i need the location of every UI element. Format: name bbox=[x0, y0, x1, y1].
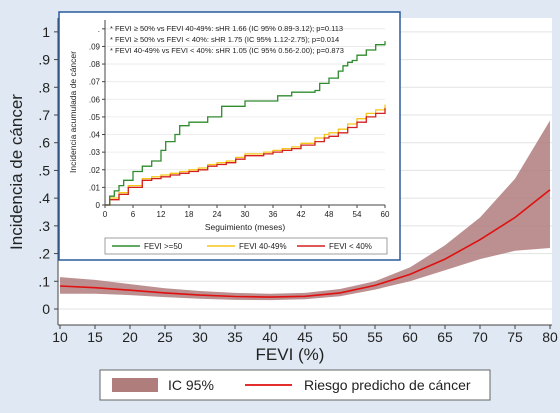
inset-series-line-fevi-50 bbox=[105, 41, 386, 206]
inset-y-axis-label: Incidencia acumulada de cáncer bbox=[68, 51, 78, 173]
inset-y-tick-label: .09 bbox=[89, 42, 101, 51]
inset-x-tick-label: 30 bbox=[241, 210, 250, 219]
main-x-tick-label: 60 bbox=[402, 329, 418, 345]
main-y-tick-label: .8 bbox=[38, 79, 50, 95]
inset-y-tick-label: .03 bbox=[89, 148, 101, 157]
inset-y-tick-label: .06 bbox=[89, 95, 101, 104]
main-x-tick-label: 10 bbox=[52, 329, 68, 345]
main-y-tick-label: .1 bbox=[38, 273, 50, 289]
main-x-tick-label: 25 bbox=[157, 329, 173, 345]
main-x-tick-label: 55 bbox=[367, 329, 383, 345]
inset-legend-label-fevi-40: FEVI < 40% bbox=[329, 242, 372, 251]
main-y-tick-label: .7 bbox=[38, 107, 50, 123]
main-legend-box bbox=[99, 369, 491, 401]
main-x-tick-label: 80 bbox=[542, 329, 558, 345]
main-x-tick-label: 70 bbox=[472, 329, 488, 345]
inset-x-axis-label: Seguimiento (meses) bbox=[205, 222, 285, 232]
main-y-tick-label: .4 bbox=[38, 190, 50, 206]
main-y-tick-label: .5 bbox=[38, 162, 50, 178]
inset-y-tick-label: .02 bbox=[89, 166, 101, 175]
inset-annotations: * FEVI ≥ 50% vs FEVI 40-49%: sHR 1.66 (I… bbox=[110, 24, 344, 55]
inset-x-tick-label: 54 bbox=[353, 210, 362, 219]
legend-label-ci-band: IC 95% bbox=[168, 377, 214, 393]
inset-y-tick-label: .01 bbox=[89, 183, 101, 192]
inset-x-tick-label: 36 bbox=[269, 210, 278, 219]
inset-legend-box bbox=[104, 237, 388, 255]
main-y-tick-label: 1 bbox=[42, 24, 50, 40]
main-x-tick-label: 45 bbox=[297, 329, 313, 345]
main-y-tick-label: .9 bbox=[38, 52, 50, 68]
legend-swatch-ci-band bbox=[112, 378, 158, 392]
inset-legend-label-fevi-40-49: FEVI 40-49% bbox=[239, 242, 287, 251]
main-x-tick-label: 30 bbox=[192, 329, 208, 345]
inset-x-tick-label: 18 bbox=[185, 210, 194, 219]
main-x-tick-label: 50 bbox=[332, 329, 348, 345]
main-x-axis-label: FEVI (%) bbox=[256, 345, 325, 364]
main-y-tick-label: .6 bbox=[38, 135, 50, 151]
inset-chart: 0.01.02.03.04.05.06.07.08.09.0 6 12 18 24 30 3… bbox=[58, 11, 401, 261]
main-x-tick-label: 65 bbox=[437, 329, 453, 345]
main-y-axis-label: Incidencia de cáncer bbox=[7, 94, 26, 250]
inset-x-tick-label: 6 bbox=[131, 210, 136, 219]
main-y-tick-label: 0 bbox=[42, 301, 50, 317]
inset-grid bbox=[105, 28, 385, 206]
main-y-tick-label: .3 bbox=[38, 218, 50, 234]
inset-legend: FEVI >=50 FEVI 40-49% FEVI < 40% bbox=[104, 237, 388, 255]
inset-x-tick-label: 12 bbox=[157, 210, 166, 219]
main-x-tick-label: 15 bbox=[87, 329, 103, 345]
inset-annotation: * FEVI ≥ 50% vs FEVI 40-49%: sHR 1.66 (I… bbox=[110, 24, 343, 33]
inset-x-tick-label: 48 bbox=[325, 210, 334, 219]
inset-y-tick-label: .05 bbox=[89, 113, 101, 122]
inset-legend-label-fevi-50: FEVI >=50 bbox=[144, 242, 183, 251]
main-x-tick-label: 35 bbox=[227, 329, 243, 345]
inset-frame bbox=[58, 11, 401, 261]
inset-x-tick-label: 60 bbox=[381, 210, 390, 219]
main-x-tick-label: 20 bbox=[122, 329, 138, 345]
inset-y-tick-label: .08 bbox=[89, 60, 101, 69]
inset-axes: 0.01.02.03.04.05.06.07.08.09.0 6 12 18 24 30 3… bbox=[89, 20, 390, 219]
inset-y-tick-label: 0 bbox=[96, 201, 101, 210]
inset-x-tick-label: 42 bbox=[297, 210, 306, 219]
inset-lines bbox=[105, 41, 386, 206]
inset-y-tick-label: . bbox=[98, 25, 100, 34]
main-x-tick-label: 75 bbox=[507, 329, 523, 345]
main-x-tick-label: 40 bbox=[262, 329, 278, 345]
inset-y-tick-label: .04 bbox=[89, 131, 101, 140]
main-legend: IC 95% Riesgo predicho de cáncer bbox=[99, 369, 491, 401]
inset-annotation: * FEVI 40-49% vs FEVI < 40%: sHR 1.05 (I… bbox=[110, 46, 344, 55]
inset-x-tick-label: 0 bbox=[103, 210, 108, 219]
ci-band-area bbox=[60, 120, 550, 301]
legend-label-predicted-risk: Riesgo predicho de cáncer bbox=[304, 377, 471, 393]
inset-y-tick-label: .07 bbox=[89, 78, 101, 87]
inset-series-line-fevi-40 bbox=[105, 108, 386, 206]
inset-annotation: * FEVI ≥ 50% vs FEVI < 40%: sHR 1.75 (IC… bbox=[110, 35, 339, 44]
main-y-tick-label: .2 bbox=[38, 246, 50, 262]
inset-x-tick-label: 24 bbox=[213, 210, 222, 219]
predicted-risk-line bbox=[59, 189, 551, 298]
